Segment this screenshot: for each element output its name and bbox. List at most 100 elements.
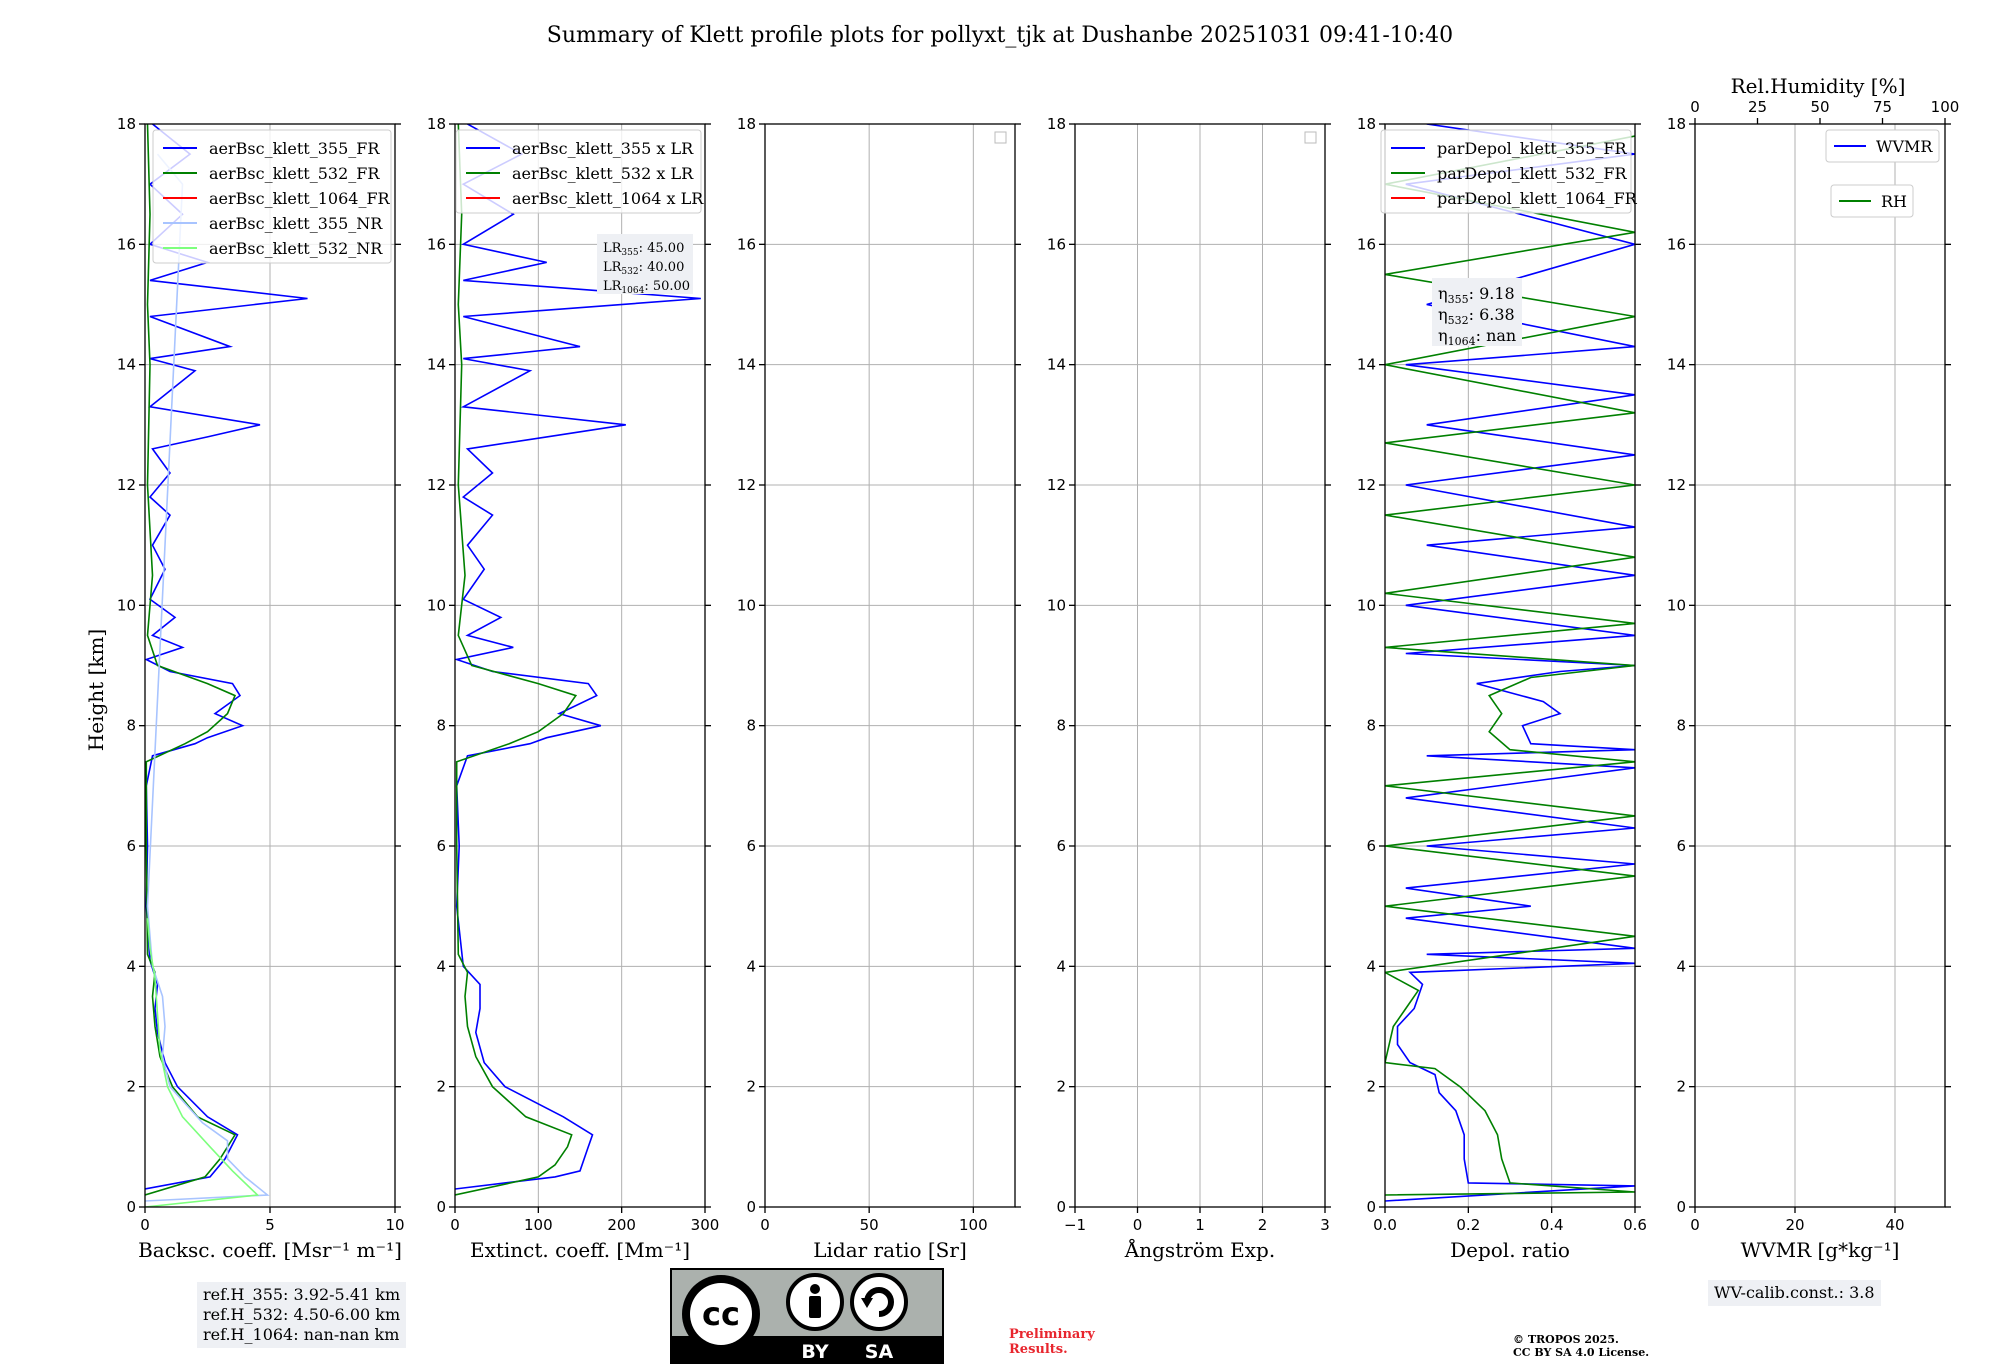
y-tick-label: 10 [737, 596, 756, 614]
legend-label: parDepol_klett_355_FR [1437, 139, 1628, 158]
legend-label: aerBsc_klett_355_NR [209, 214, 383, 233]
x-axis-label: WVMR [g*kg⁻¹] [1741, 1238, 1900, 1262]
legend-label: RH [1881, 192, 1907, 211]
x-tick-label: 100 [959, 1216, 988, 1234]
y-tick-label: 18 [117, 115, 136, 133]
y-tick-label: 0 [1056, 1198, 1066, 1216]
legend-label: aerBsc_klett_1064_FR [209, 189, 391, 208]
y-tick-label: 2 [436, 1078, 446, 1096]
x-tick-label: 2 [1258, 1216, 1268, 1234]
y-tick-label: 6 [126, 837, 136, 855]
cc-sa-label: SA [865, 1341, 894, 1363]
figure-title: Summary of Klett profile plots for polly… [547, 23, 1453, 48]
series-parDepol_klett_532_FR [1385, 135, 1635, 1196]
y-tick-label: 8 [1676, 717, 1686, 735]
y-tick-label: 4 [1056, 957, 1066, 975]
series-aerBsc_klett_355 x LR [455, 124, 701, 1190]
eta-line: η1064: nan [1438, 326, 1516, 348]
by-person-head [810, 1284, 820, 1294]
eta-line: η355: 9.18 [1438, 284, 1515, 306]
y-tick-label: 2 [1676, 1078, 1686, 1096]
y-tick-label: 10 [1667, 596, 1686, 614]
legend-box [1825, 129, 1940, 163]
by-person-body [809, 1296, 821, 1318]
y-tick-label: 8 [1366, 717, 1376, 735]
x-tick-label: 200 [607, 1216, 636, 1234]
x-tick-label: 0 [450, 1216, 460, 1234]
y-tick-label: 2 [126, 1078, 136, 1096]
axes-frame [1384, 123, 1636, 1208]
axes-frame [764, 123, 1016, 1208]
y-tick-label: 16 [737, 235, 756, 253]
lidar-ratio-line: LR1064: 50.00 [603, 279, 690, 296]
y-tick-label: 0 [1676, 1198, 1686, 1216]
y-tick-label: 12 [1667, 476, 1686, 494]
legend-label: aerBsc_klett_532_FR [209, 164, 380, 183]
y-tick-label: 2 [1366, 1078, 1376, 1096]
series-aerBsc_klett_532_NR [145, 918, 260, 1207]
sa-share-icon [850, 1273, 908, 1331]
y-tick-label: 4 [1676, 957, 1686, 975]
legend-label: parDepol_klett_532_FR [1437, 164, 1628, 183]
y-tick-label: 6 [1056, 837, 1066, 855]
y-tick-label: 8 [436, 717, 446, 735]
y-tick-label: 14 [1047, 356, 1066, 374]
y-tick-label: 18 [1047, 115, 1066, 133]
x2-tick-label: 50 [1810, 98, 1829, 116]
y-tick-label: 12 [427, 476, 446, 494]
y-tick-label: 0 [746, 1198, 756, 1216]
series-aerBsc_klett_355_FR [145, 124, 308, 1190]
x2-tick-label: 0 [1690, 98, 1700, 116]
y-tick-label: 6 [746, 837, 756, 855]
x-tick-label: 0 [760, 1216, 770, 1234]
x-axis-label: Ångström Exp. [1124, 1237, 1275, 1262]
y-tick-label: 12 [117, 476, 136, 494]
y-tick-label: 14 [427, 356, 446, 374]
x-tick-label: 10 [385, 1216, 404, 1234]
empty-legend [994, 131, 1007, 144]
x-tick-label: 0.2 [1456, 1216, 1480, 1234]
series-aerBsc_klett_355_NR [145, 153, 270, 1202]
lidar-ratio-line: LR532: 40.00 [603, 260, 684, 277]
y-axis-label: Height [km] [84, 629, 108, 751]
x-tick-label: −1 [1064, 1216, 1086, 1234]
sa-arrow-head [861, 1298, 873, 1308]
legend-box [1830, 184, 1914, 218]
y-tick-label: 18 [737, 115, 756, 133]
y-tick-label: 2 [746, 1078, 756, 1096]
y-tick-label: 12 [1357, 476, 1376, 494]
legend-label: parDepol_klett_1064_FR [1437, 189, 1638, 208]
y-tick-label: 4 [436, 957, 446, 975]
y-tick-label: 10 [1047, 596, 1066, 614]
rh-axis-label: Rel.Humidity [%] [1731, 74, 1906, 98]
cc-icon-letters: cc [702, 1295, 740, 1333]
y-tick-label: 14 [1667, 356, 1686, 374]
legend-label: aerBsc_klett_355_FR [209, 139, 380, 158]
y-tick-label: 0 [436, 1198, 446, 1216]
x-axis-label: Backsc. coeff. [Msr⁻¹ m⁻¹] [138, 1238, 402, 1262]
axes-frame [1694, 123, 1946, 1208]
legend-label: aerBsc_klett_1064 x LR [512, 189, 704, 208]
lidar-ratio-line: LR355: 45.00 [603, 241, 684, 258]
wv-calib-box: WV-calib.const.: 3.8 [1708, 1280, 1881, 1306]
x-tick-label: 20 [1785, 1216, 1804, 1234]
y-tick-label: 10 [427, 596, 446, 614]
x2-tick-label: 100 [1931, 98, 1960, 116]
refh-355: ref.H_355: 3.92-5.41 km [203, 1285, 401, 1304]
x-tick-label: 3 [1320, 1216, 1330, 1234]
copyright-note: © TROPOS 2025. CC BY SA 4.0 License. [1513, 1333, 1649, 1359]
y-tick-label: 14 [737, 356, 756, 374]
y-tick-label: 6 [1676, 837, 1686, 855]
y-tick-label: 14 [117, 356, 136, 374]
lidar-ratio-box [597, 234, 693, 294]
legend-box [1380, 129, 1632, 214]
y-tick-label: 8 [126, 717, 136, 735]
x-tick-label: 0.6 [1623, 1216, 1647, 1234]
y-tick-label: 12 [1047, 476, 1066, 494]
y-tick-label: 18 [1357, 115, 1376, 133]
refh-532: ref.H_532: 4.50-6.00 km [203, 1305, 401, 1324]
legend-box [152, 129, 392, 264]
